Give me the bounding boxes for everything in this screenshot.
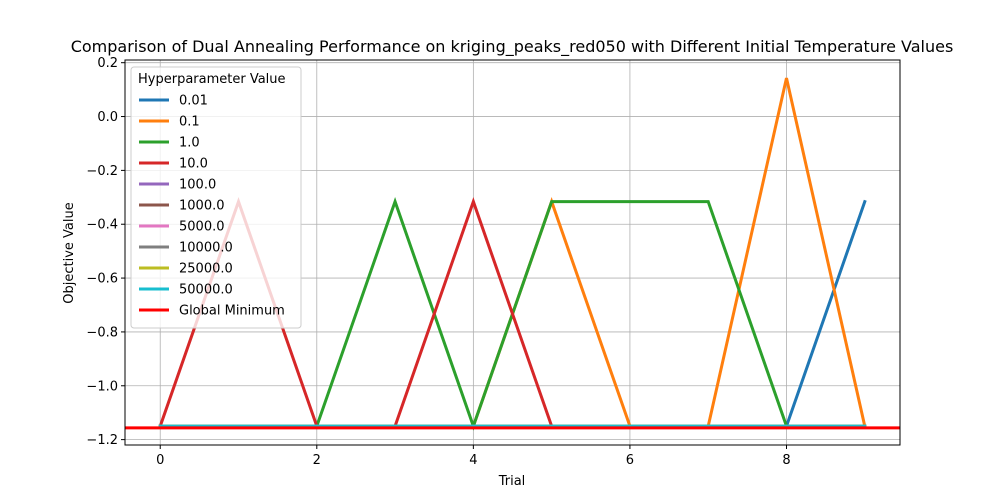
x-tick-label-2: 4 — [469, 453, 477, 468]
x-tick-label-0: 0 — [156, 453, 164, 468]
y-tick-label-3: −0.6 — [86, 272, 118, 287]
y-tick-label-6: 0.0 — [97, 110, 118, 125]
legend-label-9: 50000.0 — [179, 283, 233, 298]
legend-label-6: 5000.0 — [179, 220, 225, 235]
y-tick-label-1: −1.0 — [86, 379, 118, 394]
legend-label-10: Global Minimum — [179, 304, 285, 319]
y-tick-label-5: −0.2 — [86, 164, 118, 179]
series-lines — [125, 77, 900, 431]
x-axis-label: Trial — [498, 474, 526, 489]
y-tick-label-7: 0.2 — [97, 56, 118, 71]
y-axis-label: Objective Value — [62, 202, 77, 303]
legend-label-3: 10.0 — [179, 157, 208, 172]
legend-box — [130, 66, 302, 329]
legend: Hyperparameter Value 0.01 0.1 1.0 10.0 100.0 1… — [130, 66, 302, 329]
legend-label-7: 10000.0 — [179, 241, 233, 256]
legend-title: Hyperparameter Value — [138, 72, 286, 87]
x-tick-label-3: 6 — [626, 453, 634, 468]
y-tick-label-4: −0.4 — [86, 218, 118, 233]
x-tick-label-1: 2 — [313, 453, 321, 468]
x-tick-label-4: 8 — [782, 453, 790, 468]
y-tick-label-2: −0.8 — [86, 325, 118, 340]
legend-label-4: 100.0 — [179, 178, 216, 193]
plot-frame — [124, 59, 901, 446]
legend-label-2: 1.0 — [179, 136, 200, 151]
axis-ticks: 0 2 4 6 8 −1.2 −1.0 −0.8 −0.6 −0.4 −0.2 0.0 0.2 — [86, 56, 790, 468]
legend-label-1: 0.1 — [179, 115, 200, 130]
legend-label-0: 0.01 — [179, 94, 208, 109]
legend-label-8: 25000.0 — [179, 262, 233, 277]
y-tick-label-0: −1.2 — [86, 433, 118, 448]
legend-label-5: 1000.0 — [179, 199, 225, 214]
chart-title: Comparison of Dual Annealing Performance… — [71, 37, 954, 57]
